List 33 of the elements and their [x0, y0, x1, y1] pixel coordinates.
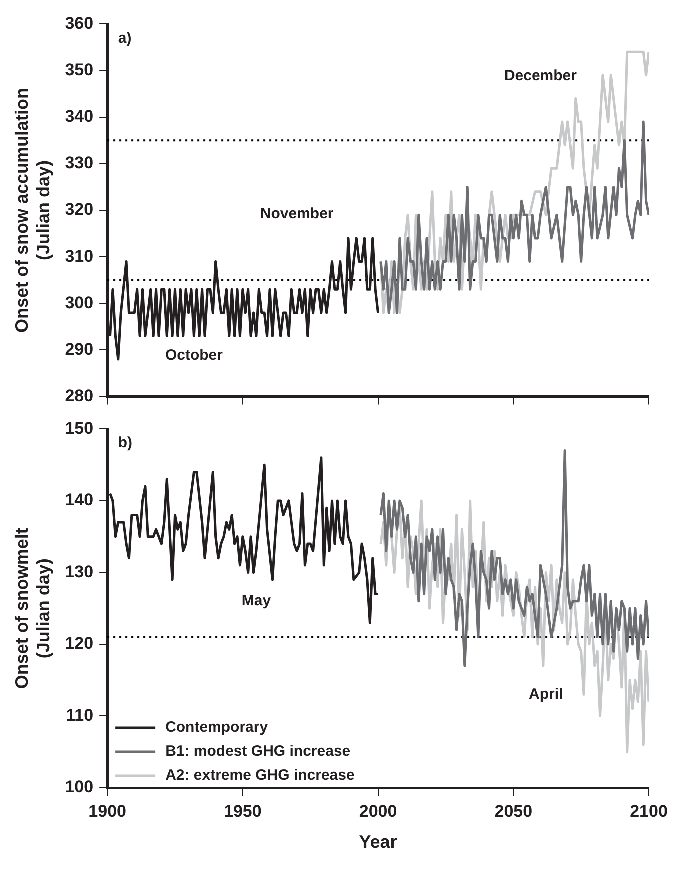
x-tick-label: 2100 — [630, 802, 668, 821]
y-tick-label: 350 — [65, 60, 94, 80]
y-tick-label: 330 — [65, 154, 94, 173]
x-tick-label: 2050 — [494, 802, 533, 821]
y-tick-label: 150 — [65, 418, 94, 438]
y-tick-label: 100 — [65, 778, 94, 797]
annotation: April — [529, 686, 564, 703]
annotation: b) — [118, 434, 133, 452]
y-tick-label: 120 — [65, 634, 94, 654]
y-tick-label: 110 — [66, 706, 94, 725]
x-tick-label: 2000 — [359, 802, 398, 821]
y-tick-label: 300 — [65, 293, 94, 312]
legend-label: B1: modest GHG increase — [166, 743, 351, 760]
y-tick-label: 140 — [65, 490, 94, 510]
y-tick-label: 360 — [65, 14, 94, 33]
legend-label: A2: extreme GHG increase — [166, 767, 355, 784]
y-axis-title: Onset of snowmelt (Julian day) — [12, 528, 54, 690]
x-axis-title: Year — [359, 832, 398, 852]
annotation: May — [242, 592, 272, 610]
y-tick-label: 130 — [65, 562, 94, 582]
annotation: a) — [118, 30, 132, 48]
y-tick-label: 280 — [65, 386, 94, 406]
x-tick-label: 1900 — [88, 802, 126, 821]
y-tick-label: 310 — [65, 246, 94, 266]
legend-label: Contemporary — [166, 719, 269, 736]
annotation: October — [165, 346, 224, 364]
annotation: November — [260, 205, 334, 222]
y-tick-label: 320 — [65, 200, 94, 220]
y-tick-label: 290 — [65, 340, 94, 359]
y-axis-title: Onset of snow accumulation (Julian day) — [12, 88, 54, 334]
x-tick-label: 1950 — [224, 802, 262, 821]
annotation: December — [504, 68, 578, 85]
y-tick-label: 340 — [65, 107, 94, 126]
